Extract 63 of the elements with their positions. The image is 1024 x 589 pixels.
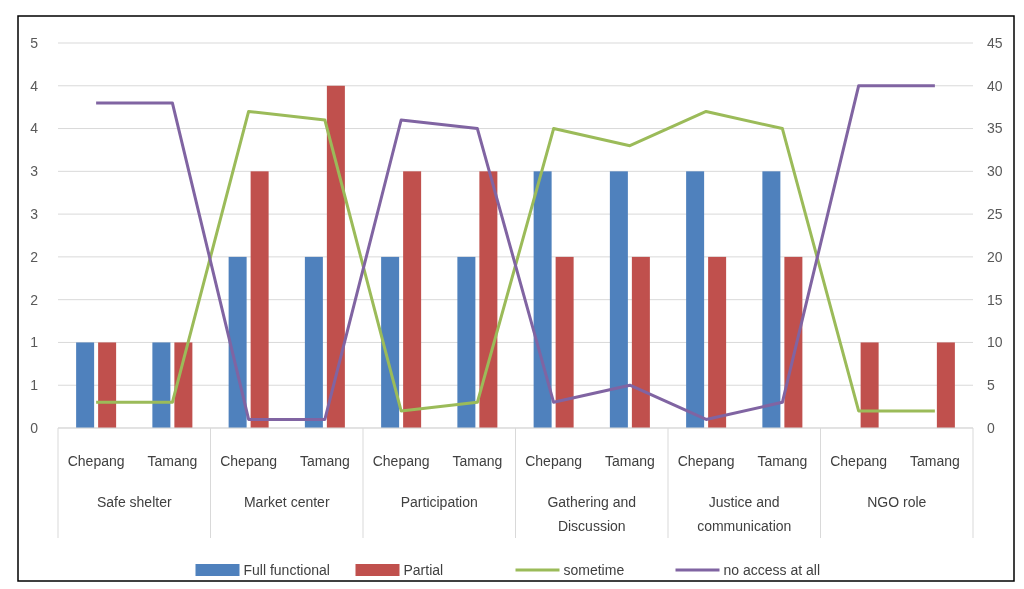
x-tick-label: Chepang bbox=[525, 453, 583, 469]
bar bbox=[609, 171, 628, 428]
bar bbox=[860, 342, 879, 428]
x-tick-label: Tamang bbox=[757, 453, 808, 469]
text: Participation bbox=[400, 494, 478, 510]
y2-tick-label: 20 bbox=[987, 248, 1003, 265]
bar bbox=[555, 256, 574, 428]
x-tick-label: Tamang bbox=[452, 453, 503, 469]
y-tick-label: 0 bbox=[30, 419, 39, 436]
x-tick-label: Chepang bbox=[677, 453, 735, 469]
y2-tick-label: 40 bbox=[987, 77, 1003, 94]
y2-tick-label: 0 bbox=[987, 419, 995, 436]
bar bbox=[631, 256, 650, 428]
y-tick-label: 4 bbox=[30, 77, 39, 94]
bar bbox=[533, 171, 552, 428]
x-tick-label: Chepang bbox=[67, 453, 125, 469]
y-tick-label: 3 bbox=[30, 206, 39, 223]
x-tick-label: Chepang bbox=[830, 453, 888, 469]
text: Market center bbox=[243, 494, 330, 510]
bar bbox=[936, 342, 955, 428]
bar bbox=[708, 256, 727, 428]
y2-tick-label: 15 bbox=[987, 291, 1003, 308]
x-tick-label: Tamang bbox=[604, 453, 655, 469]
x-tick-label: Tamang bbox=[299, 453, 350, 469]
y-tick-label: 1 bbox=[30, 377, 39, 394]
text: Justice and communication bbox=[697, 494, 792, 534]
y2-tick-label: 25 bbox=[987, 206, 1003, 223]
bar bbox=[304, 256, 323, 428]
legend-label: sometime bbox=[563, 561, 625, 578]
bar bbox=[228, 256, 247, 428]
x-tick-label: Tamang bbox=[147, 453, 198, 469]
y-tick-label: 4 bbox=[30, 120, 39, 137]
x-tick-label: Tamang bbox=[909, 453, 960, 469]
bar bbox=[76, 342, 95, 428]
bar bbox=[250, 171, 269, 428]
legend-label: Full functional bbox=[243, 561, 330, 578]
bar bbox=[152, 342, 171, 428]
y-tick-label: 3 bbox=[30, 163, 39, 180]
bar bbox=[403, 171, 422, 428]
legend-label: Partial bbox=[403, 561, 444, 578]
text: Safe shelter bbox=[96, 494, 172, 510]
bar bbox=[98, 342, 117, 428]
y2-tick-label: 35 bbox=[987, 120, 1003, 137]
y-tick-label: 2 bbox=[30, 248, 39, 265]
bar bbox=[784, 256, 803, 428]
x-tick-label: Chepang bbox=[220, 453, 278, 469]
bar bbox=[457, 256, 476, 428]
bar bbox=[479, 171, 498, 428]
bar bbox=[762, 171, 781, 428]
bar bbox=[381, 256, 400, 428]
bar bbox=[686, 171, 705, 428]
text: Gathering and Discussion bbox=[547, 494, 637, 534]
text: NGO role bbox=[867, 494, 927, 510]
bar bbox=[326, 85, 345, 428]
y-tick-label: 2 bbox=[30, 291, 39, 308]
y2-tick-label: 45 bbox=[987, 34, 1003, 51]
legend-label: no access at all bbox=[723, 561, 820, 578]
y-tick-label: 1 bbox=[30, 334, 39, 351]
y2-tick-label: 30 bbox=[987, 163, 1003, 180]
x-tick-label: Chepang bbox=[372, 453, 430, 469]
y2-tick-label: 10 bbox=[987, 334, 1003, 351]
y-tick-label: 5 bbox=[30, 34, 39, 51]
y2-tick-label: 5 bbox=[987, 377, 995, 394]
